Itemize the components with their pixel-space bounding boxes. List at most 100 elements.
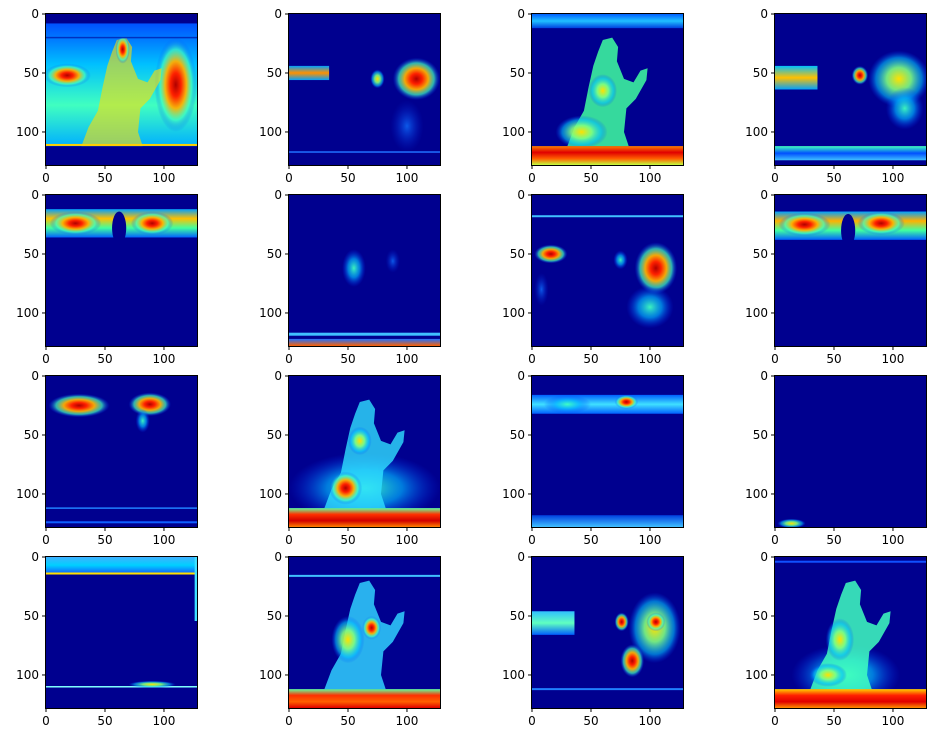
heat-blob xyxy=(385,249,400,273)
subplot-panel-6: 0 50 100 0 50 100 xyxy=(259,188,441,366)
heat-band xyxy=(532,146,683,165)
x-tick-label: 50 xyxy=(340,714,355,728)
y-tick-label: 0 xyxy=(760,7,768,21)
heat-blob xyxy=(777,518,806,527)
heatmap-image xyxy=(775,211,926,247)
heat-line xyxy=(289,151,440,153)
heat-blob xyxy=(49,211,102,236)
x-tick-label: 100 xyxy=(639,171,662,185)
x-tick-label: 0 xyxy=(771,533,779,547)
y-tick-label: 0 xyxy=(517,369,525,383)
x-tick-label: 0 xyxy=(771,714,779,728)
y-tick-label: 100 xyxy=(16,668,39,682)
y-tick-label: 100 xyxy=(502,125,525,139)
heat-line xyxy=(46,143,197,146)
heat-blob xyxy=(634,242,678,295)
y-tick-label: 0 xyxy=(517,188,525,202)
y-tick-label: 50 xyxy=(24,247,39,261)
x-tick-label: 50 xyxy=(826,352,841,366)
y-tick-label: 0 xyxy=(31,550,39,564)
heat-blob xyxy=(112,211,127,245)
x-tick-label: 0 xyxy=(285,714,293,728)
heat-line xyxy=(775,560,926,563)
y-tick-label: 0 xyxy=(31,7,39,21)
subplot-panel-15: 0 50 100 0 50 100 xyxy=(502,550,684,728)
axes-frame xyxy=(531,556,684,709)
y-tick-label: 50 xyxy=(267,66,282,80)
y-tick-label: 100 xyxy=(16,306,39,320)
heat-line xyxy=(532,215,683,218)
heat-blob xyxy=(392,57,440,101)
subplot-panel-10: 0 50 100 0 50 100 xyxy=(259,369,441,547)
y-tick-label: 50 xyxy=(24,66,39,80)
subplot-panel-3: 0 50 100 0 50 100 xyxy=(502,7,684,185)
heat-line xyxy=(46,686,197,688)
heat-blob xyxy=(347,426,372,456)
heat-blob xyxy=(534,244,568,264)
heat-blob xyxy=(626,285,674,329)
heat-band xyxy=(775,65,818,90)
heat-blob xyxy=(46,63,91,88)
x-tick-label: 100 xyxy=(639,533,662,547)
heatmap-image xyxy=(289,574,440,708)
heat-blob xyxy=(390,100,424,153)
x-tick-label: 50 xyxy=(340,533,355,547)
heat-band xyxy=(532,14,683,29)
subplot-panel-1: 0 50 100 0 50 100 xyxy=(16,7,198,185)
axes-frame xyxy=(45,375,198,528)
axes-frame xyxy=(45,13,198,166)
heat-band xyxy=(289,508,440,527)
x-tick-label: 50 xyxy=(97,714,112,728)
heat-blob xyxy=(825,618,855,661)
subplot-panel-13: 0 50 100 0 50 100 xyxy=(16,550,198,728)
x-tick-label: 50 xyxy=(97,352,112,366)
heatmap-image xyxy=(532,394,683,527)
heat-blob xyxy=(778,212,831,237)
y-tick-label: 50 xyxy=(753,609,768,623)
heatmap-image xyxy=(289,399,440,527)
y-tick-label: 50 xyxy=(753,247,768,261)
subplot-panel-16: 0 50 100 0 50 100 xyxy=(745,550,927,728)
y-tick-label: 100 xyxy=(259,125,282,139)
heat-line xyxy=(46,572,197,575)
y-tick-label: 100 xyxy=(745,668,768,682)
x-tick-label: 50 xyxy=(97,533,112,547)
x-tick-label: 0 xyxy=(528,171,536,185)
heat-band xyxy=(289,65,330,81)
x-tick-label: 100 xyxy=(396,714,419,728)
heat-blob xyxy=(128,392,172,417)
y-tick-label: 100 xyxy=(502,487,525,501)
heat-line xyxy=(194,557,197,621)
heat-band xyxy=(289,689,440,708)
heatmap-image xyxy=(532,14,683,165)
heat-blob xyxy=(543,394,591,414)
heat-blob xyxy=(851,65,869,85)
heat-band xyxy=(532,611,575,635)
heat-line xyxy=(289,332,440,336)
axes-frame xyxy=(774,13,927,166)
x-tick-label: 100 xyxy=(639,352,662,366)
subplot-panel-5: 0 50 100 0 50 100 xyxy=(16,188,198,366)
y-tick-label: 50 xyxy=(510,428,525,442)
heat-blob xyxy=(135,409,150,433)
heat-line xyxy=(46,36,197,39)
x-tick-label: 100 xyxy=(396,171,419,185)
y-tick-label: 50 xyxy=(267,609,282,623)
heat-blob xyxy=(614,394,639,410)
x-tick-label: 100 xyxy=(396,352,419,366)
heat-blob xyxy=(809,663,847,687)
heat-band xyxy=(532,515,683,527)
x-tick-label: 100 xyxy=(639,714,662,728)
subplot-panel-8: 0 50 100 0 50 100 xyxy=(745,188,927,366)
heat-blob xyxy=(614,612,629,632)
heatmap-image xyxy=(46,557,197,688)
x-tick-label: 100 xyxy=(396,533,419,547)
y-tick-label: 0 xyxy=(274,369,282,383)
x-tick-label: 50 xyxy=(340,352,355,366)
heatmap-background xyxy=(775,376,926,527)
axes-frame xyxy=(531,13,684,166)
y-tick-label: 50 xyxy=(510,247,525,261)
y-tick-label: 50 xyxy=(24,609,39,623)
y-tick-label: 50 xyxy=(24,428,39,442)
x-tick-label: 0 xyxy=(771,171,779,185)
